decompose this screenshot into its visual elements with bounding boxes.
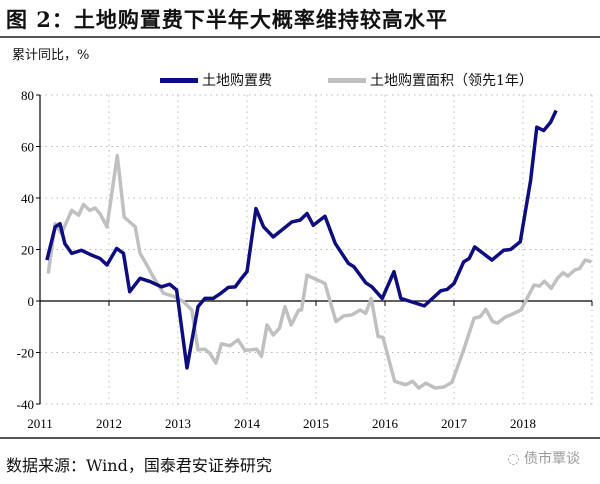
title-divider [0,36,600,38]
legend-swatch [328,77,366,83]
y-tick-label: 0 [28,294,35,309]
x-tick-label: 2015 [303,416,329,431]
x-tick-label: 2018 [510,416,536,431]
y-tick-label: -20 [17,346,34,361]
legend-label: 土地购置费 [202,73,272,89]
legend-item-land-cost: 土地购置费 [160,70,272,90]
source-note: 数据来源：Wind，国泰君安证券研究 [6,456,272,475]
x-tick-label: 2012 [96,416,122,431]
y-tick-label: 20 [21,243,34,258]
legend-swatch [160,77,198,83]
figure-title: 图 2：土地购置费下半年大概率维持较高水平 [6,7,448,32]
y-tick-label: 80 [21,88,34,103]
series-line-land-cost [45,109,558,370]
x-tick-label: 2013 [165,416,191,431]
x-tick-label: 2016 [372,416,399,431]
x-tick-label: 2011 [27,416,53,431]
footer-divider [0,437,600,439]
x-tick-label: 2017 [441,416,468,431]
watermark: ◌ 债市覃谈 [507,451,580,467]
watermark-text: 债市覃谈 [524,451,580,467]
x-tick-label: 2014 [234,416,261,431]
y-tick-label: -40 [17,397,34,412]
y-tick-label: 40 [21,191,34,206]
series-line-land-area [46,153,592,390]
legend-item-land-area: 土地购置面积（领先1年） [328,70,533,90]
y-tick-label: 60 [21,140,34,155]
y-axis-label: 累计同比，% [12,48,90,63]
legend-label: 土地购置面积（领先1年） [370,73,533,89]
